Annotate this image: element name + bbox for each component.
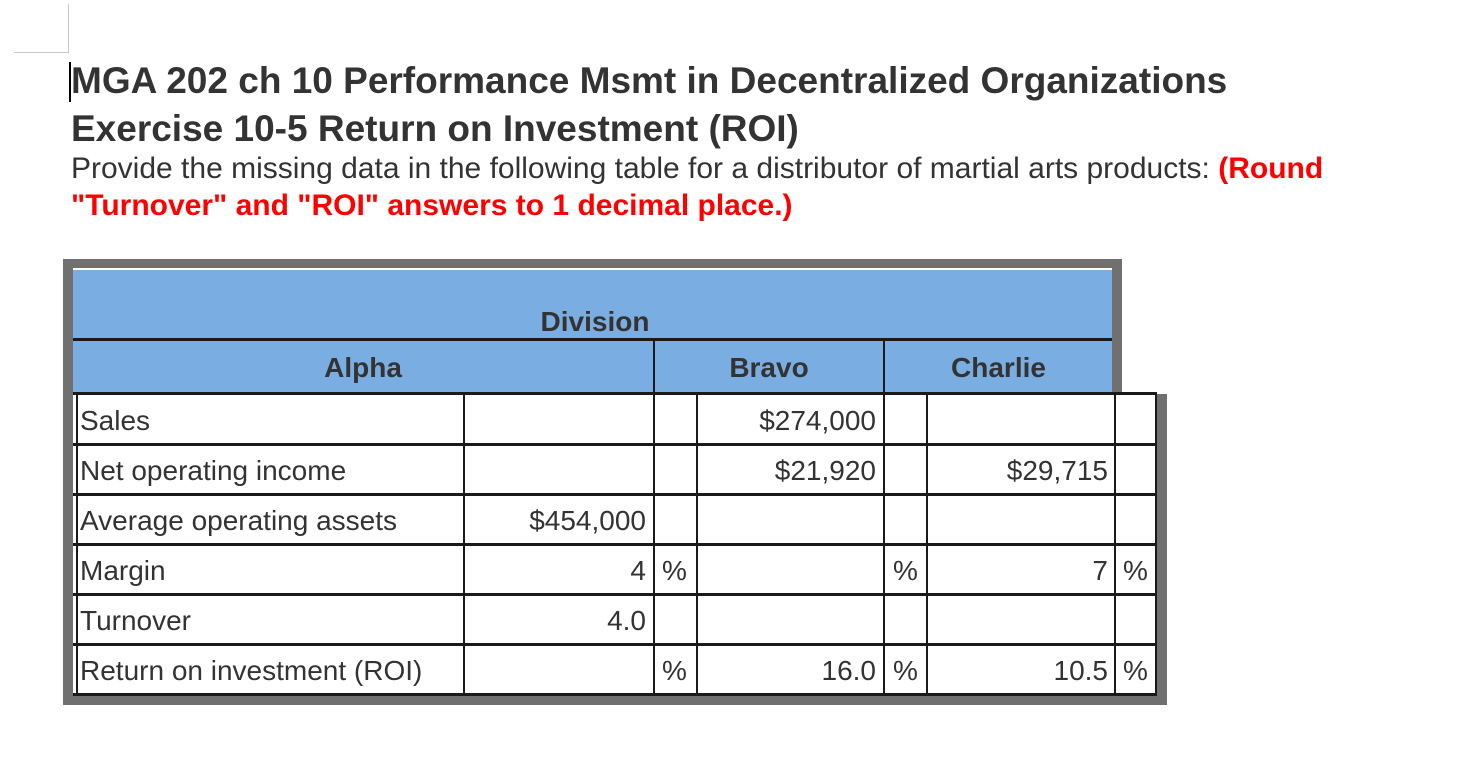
row-label: Sales bbox=[80, 405, 151, 436]
body-vline bbox=[696, 394, 698, 695]
alpha-value[interactable] bbox=[466, 646, 646, 696]
bravo-value[interactable] bbox=[698, 546, 876, 596]
alpha-unit[interactable] bbox=[662, 446, 692, 496]
bravo-value[interactable] bbox=[698, 496, 876, 546]
document-title: MGA 202 ch 10 Performance Msmt in Decent… bbox=[71, 60, 1228, 101]
charlie-unit[interactable] bbox=[1123, 396, 1153, 446]
row-label: Margin bbox=[80, 555, 166, 586]
row-label: Return on investment (ROI) bbox=[80, 655, 423, 686]
row-label: Average operating assets bbox=[80, 505, 398, 536]
instructions: Provide the missing data in the followin… bbox=[71, 150, 1431, 224]
alpha-unit[interactable]: % bbox=[662, 555, 687, 586]
bravo-unit[interactable] bbox=[893, 446, 923, 496]
charlie-value[interactable] bbox=[928, 496, 1108, 546]
charlie-unit[interactable] bbox=[1123, 446, 1153, 496]
alpha-unit[interactable]: % bbox=[662, 655, 687, 686]
bravo-value[interactable]: $274,000 bbox=[759, 405, 876, 436]
body-vline bbox=[463, 394, 465, 695]
charlie-value[interactable] bbox=[928, 396, 1108, 446]
row-divider-line bbox=[73, 643, 1157, 646]
charlie-unit[interactable] bbox=[1123, 596, 1153, 646]
body-vline bbox=[653, 394, 655, 695]
body-vline bbox=[926, 394, 928, 695]
alpha-unit[interactable] bbox=[662, 596, 692, 646]
row-divider-line bbox=[73, 593, 1157, 596]
page-corner-mark-horizontal bbox=[14, 52, 68, 53]
alpha-unit[interactable] bbox=[662, 396, 692, 446]
bravo-unit[interactable]: % bbox=[893, 555, 918, 586]
header-vline-bravo-charlie bbox=[883, 340, 885, 392]
column-header-alpha: Alpha bbox=[324, 352, 402, 383]
bravo-value[interactable]: 16.0 bbox=[821, 655, 877, 686]
bravo-unit[interactable] bbox=[893, 596, 923, 646]
alpha-value[interactable]: 4 bbox=[630, 555, 646, 586]
body-left-line bbox=[76, 394, 78, 695]
row-divider-line bbox=[73, 443, 1157, 446]
charlie-unit[interactable]: % bbox=[1123, 655, 1148, 686]
row-divider-line bbox=[73, 493, 1157, 496]
header-vline-alpha-bravo bbox=[653, 340, 655, 392]
page-corner-mark-vertical bbox=[68, 4, 69, 53]
column-header-bravo: Bravo bbox=[729, 352, 809, 383]
instructions-text: Provide the missing data in the followin… bbox=[71, 152, 1219, 185]
text-cursor bbox=[69, 62, 71, 102]
body-vline bbox=[1155, 394, 1157, 695]
alpha-unit[interactable] bbox=[662, 496, 692, 546]
body-vline bbox=[1114, 394, 1116, 695]
alpha-value[interactable]: $454,000 bbox=[529, 505, 646, 536]
charlie-value[interactable] bbox=[928, 596, 1108, 646]
division-header: Division bbox=[540, 306, 650, 337]
body-vline bbox=[883, 394, 885, 695]
bravo-value[interactable]: $21,920 bbox=[774, 455, 876, 486]
table-header bbox=[73, 268, 1112, 394]
charlie-value[interactable]: 7 bbox=[1092, 555, 1108, 586]
header-bottom-line bbox=[73, 392, 1157, 395]
charlie-unit[interactable]: % bbox=[1123, 555, 1148, 586]
row-divider-line bbox=[73, 543, 1157, 546]
column-header-charlie: Charlie bbox=[951, 352, 1046, 383]
rounding-note: (Round "Turnover" and "ROI" answers to 1… bbox=[71, 152, 1324, 222]
charlie-value[interactable]: $29,715 bbox=[1006, 455, 1108, 486]
header-divider-line bbox=[73, 338, 1112, 341]
alpha-value[interactable] bbox=[466, 396, 646, 446]
bravo-value[interactable] bbox=[698, 596, 876, 646]
exercise-title: Exercise 10-5 Return on Investment (ROI) bbox=[71, 108, 799, 149]
alpha-value[interactable]: 4.0 bbox=[607, 605, 646, 636]
alpha-value[interactable] bbox=[466, 446, 646, 496]
bravo-unit[interactable] bbox=[893, 396, 923, 446]
charlie-value[interactable]: 10.5 bbox=[1053, 655, 1109, 686]
row-label: Net operating income bbox=[80, 455, 347, 486]
bravo-unit[interactable]: % bbox=[893, 655, 918, 686]
row-divider-line bbox=[73, 693, 1157, 696]
bravo-unit[interactable] bbox=[893, 496, 923, 546]
row-label: Turnover bbox=[80, 605, 192, 636]
charlie-unit[interactable] bbox=[1123, 496, 1153, 546]
